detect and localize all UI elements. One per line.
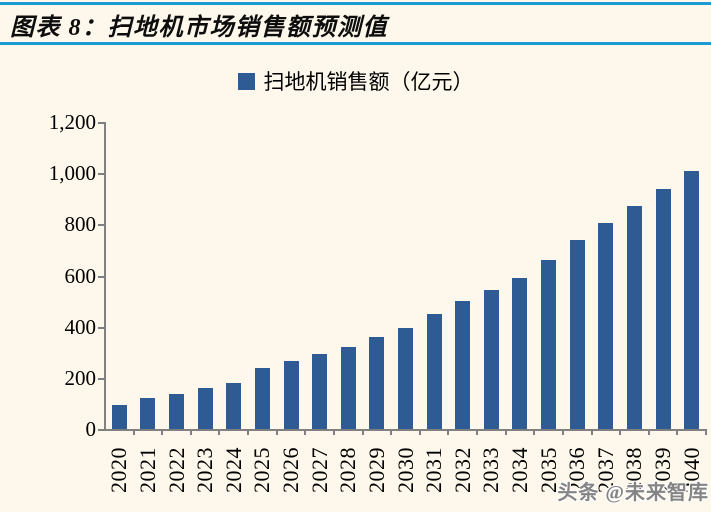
x-axis-tick — [447, 430, 450, 435]
legend-label: 扫地机销售额（亿元） — [263, 70, 474, 94]
x-axis-tick-label: 2031 — [421, 447, 447, 493]
x-axis-tick-label: 2026 — [278, 447, 304, 493]
bar-2022 — [169, 394, 185, 429]
bar-2029 — [369, 336, 385, 429]
watermark: 头条 @未来智库 — [557, 482, 709, 504]
x-axis-tick — [476, 430, 479, 435]
y-axis-tick — [98, 275, 105, 278]
bar-2027 — [312, 353, 328, 429]
x-axis-tick-label: 2033 — [478, 447, 504, 493]
legend-swatch — [237, 72, 255, 90]
bar-2021 — [140, 398, 156, 429]
top-rule — [0, 2, 711, 5]
x-axis-tick — [132, 430, 135, 435]
x-axis-tick-label: 2022 — [163, 447, 189, 493]
x-axis-tick — [218, 430, 221, 435]
y-axis-tick-label: 1,200 — [48, 110, 96, 134]
x-axis-tick-label: 2023 — [192, 447, 218, 493]
x-axis-tick — [705, 430, 707, 435]
x-axis-tick-label: 2025 — [249, 447, 275, 493]
bar-2024 — [226, 382, 242, 429]
x-axis-tick — [504, 430, 507, 435]
x-axis-tick-label: 2024 — [220, 447, 246, 493]
bar-2039 — [655, 188, 671, 429]
y-axis-tick-label: 200 — [64, 365, 97, 390]
y-axis-tick — [98, 429, 105, 431]
x-axis-tick-label: 2021 — [134, 447, 160, 493]
x-axis-tick — [161, 430, 164, 435]
bar-2033 — [483, 289, 499, 429]
y-axis-tick-label: 600 — [64, 263, 97, 288]
bar-2034 — [512, 278, 528, 429]
y-axis-tick — [98, 122, 105, 124]
bar-2025 — [254, 367, 270, 429]
bar-2023 — [197, 388, 213, 429]
x-axis-tick — [332, 430, 335, 435]
y-axis-tick-label: 1,000 — [48, 161, 96, 186]
y-axis-tick-label: 0 — [85, 417, 97, 441]
x-axis-tick-label: 2032 — [449, 447, 475, 493]
bar-2030 — [398, 327, 413, 429]
y-axis-tick — [98, 326, 105, 329]
bar-2040 — [684, 170, 700, 429]
y-axis-line — [104, 122, 106, 431]
x-axis-tick — [390, 430, 393, 435]
x-axis-tick — [619, 430, 622, 435]
x-axis-tick — [676, 430, 679, 435]
y-axis-tick — [98, 224, 105, 227]
chart-legend: 扫地机销售额（亿元） — [0, 66, 711, 96]
x-axis-tick-label: 2034 — [506, 447, 532, 493]
x-axis-tick — [275, 430, 278, 435]
x-axis-tick — [533, 430, 536, 435]
y-axis-tick-label: 400 — [64, 314, 97, 339]
y-axis-tick-label: 800 — [64, 212, 97, 237]
x-axis-tick — [590, 430, 593, 435]
figure-title: 图表 8：扫地机市场销售额预测值 — [10, 15, 388, 41]
x-axis-tick-label: 2029 — [363, 447, 389, 493]
x-axis-tick — [361, 430, 364, 435]
x-axis-tick — [647, 430, 650, 435]
x-axis-tick-label: 2028 — [335, 447, 361, 493]
bar-2020 — [111, 404, 127, 429]
bar-2035 — [541, 260, 557, 429]
bar-2032 — [455, 301, 471, 429]
y-axis-tick — [98, 173, 105, 176]
x-axis-tick — [561, 430, 564, 435]
x-axis-tick — [247, 430, 250, 435]
title-underline — [0, 42, 711, 45]
bar-2031 — [426, 313, 442, 429]
x-axis-tick-label: 2020 — [106, 447, 132, 493]
x-axis-tick — [189, 430, 192, 435]
x-axis-tick-label: 2027 — [306, 447, 332, 493]
bar-2028 — [340, 347, 356, 429]
y-axis-tick — [98, 377, 105, 380]
bar-2037 — [598, 223, 614, 429]
x-axis-tick — [304, 430, 307, 435]
bar-2026 — [283, 361, 299, 429]
bar-2036 — [569, 239, 585, 429]
bar-2038 — [626, 206, 642, 429]
x-axis-line — [104, 429, 707, 431]
x-axis-tick — [418, 430, 421, 435]
x-axis-tick-label: 2030 — [392, 447, 418, 493]
